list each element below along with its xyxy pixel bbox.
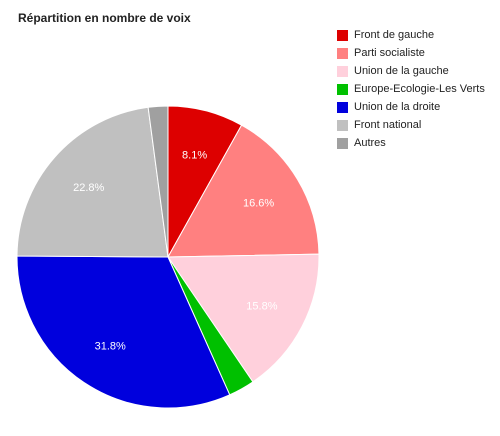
legend-item: Union de la gauche bbox=[337, 62, 497, 80]
pie-slice-label-1: 16.6% bbox=[243, 198, 274, 210]
legend-swatch bbox=[337, 29, 348, 41]
chart-legend: Front de gauche Parti socialiste Union de … bbox=[337, 26, 497, 152]
legend-label: Union de la gauche bbox=[354, 65, 449, 77]
legend-swatch bbox=[337, 101, 348, 113]
legend-label: Autres bbox=[354, 137, 386, 149]
pie-slice-label-4: 31.8% bbox=[95, 341, 126, 353]
legend-label: Front de gauche bbox=[354, 29, 435, 41]
pie-slice-labels: 8.1% 16.6% 15.8% 31.8% 22.8% bbox=[73, 150, 278, 353]
legend-label: Parti socialiste bbox=[354, 47, 425, 59]
legend-item: Front de gauche bbox=[337, 26, 497, 44]
chart-title: Répartition en nombre de voix bbox=[18, 11, 191, 25]
pie-slice-label-5: 22.8% bbox=[73, 182, 104, 194]
legend-item: Europe-Ecologie-Les Verts bbox=[337, 80, 497, 98]
legend-swatch bbox=[337, 137, 348, 149]
legend-label: Union de la droite bbox=[354, 101, 441, 113]
legend-item: Autres bbox=[337, 134, 497, 152]
pie-slice-4 bbox=[16, 255, 231, 409]
legend-label: Front national bbox=[354, 119, 422, 131]
pie-slice-label-2: 15.8% bbox=[246, 301, 277, 313]
pie-slice-1 bbox=[167, 124, 320, 258]
pie-slices bbox=[16, 105, 320, 409]
legend-swatch bbox=[337, 47, 348, 59]
pie-slice-6 bbox=[147, 105, 169, 258]
pie-slice-5 bbox=[16, 106, 169, 258]
legend-item: Union de la droite bbox=[337, 98, 497, 116]
legend-swatch bbox=[337, 65, 348, 77]
legend-label: Europe-Ecologie-Les Verts bbox=[354, 83, 485, 95]
legend-item: Parti socialiste bbox=[337, 44, 497, 62]
legend-item: Front national bbox=[337, 116, 497, 134]
pie-slice-label-0: 8.1% bbox=[182, 150, 207, 162]
legend-swatch bbox=[337, 83, 348, 95]
pie-slice-2 bbox=[167, 253, 320, 383]
legend-swatch bbox=[337, 119, 348, 131]
